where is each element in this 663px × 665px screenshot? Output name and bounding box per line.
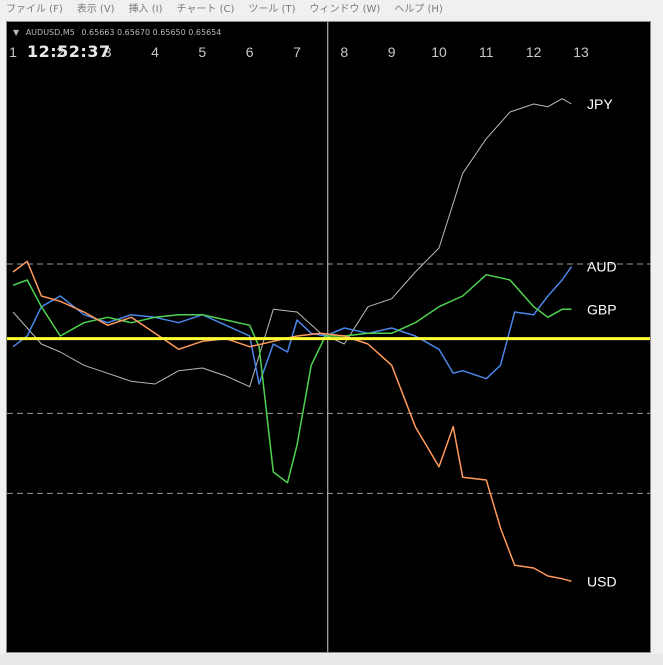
x-tick-label: 4: [151, 44, 159, 60]
x-tick-label: 5: [198, 44, 206, 60]
symbol-info: ▼ AUDUSD,M5 0.65663 0.65670 0.65650 0.65…: [13, 28, 221, 37]
x-tick-label: 12: [526, 44, 542, 60]
symbol-prices: 0.65663 0.65670 0.65650 0.65654: [81, 28, 222, 37]
x-tick-label: 8: [340, 44, 348, 60]
symbol-name: AUDUSD,M5: [25, 28, 75, 37]
x-tick-label: 1: [9, 44, 17, 60]
menu-tools[interactable]: ツール (T): [248, 3, 296, 15]
series-line-aud: [12, 266, 573, 385]
series-label-gbp: GBP: [587, 301, 617, 317]
x-tick-label: 10: [431, 44, 447, 60]
series-label-usd: USD: [587, 573, 617, 589]
series-label-jpy: JPY: [587, 96, 613, 112]
menu-bar: ファイル (F) 表示 (V) 挿入 (I) チャート (C) ツール (T) …: [0, 0, 663, 14]
x-tick-label: 3: [104, 44, 112, 60]
series-line-jpy: [12, 98, 572, 388]
x-tick-label: 7: [293, 44, 301, 60]
status-strip: [0, 654, 663, 665]
dropdown-triangle-icon[interactable]: ▼: [13, 28, 20, 37]
x-tick-label: 6: [246, 44, 254, 60]
chart-window[interactable]: 1 2 3 4 5 6 7 8 9 10 11 12 13 JPY AUD GBP USD ▼ AUDUSD,M…: [6, 21, 651, 653]
menu-insert[interactable]: 挿入 (I): [128, 3, 163, 15]
series-line-usd: [12, 260, 572, 583]
series-label-aud: AUD: [587, 259, 617, 275]
series-line-gbp: [12, 273, 572, 484]
clock-display: 12:52:37: [27, 42, 111, 61]
x-tick-label: 13: [573, 44, 589, 60]
x-tick-label: 2: [56, 44, 64, 60]
menu-chart[interactable]: チャート (C): [176, 3, 235, 15]
menu-help[interactable]: ヘルプ (H): [394, 3, 443, 15]
menu-file[interactable]: ファイル (F): [6, 3, 63, 15]
menu-window[interactable]: ウィンドウ (W): [309, 3, 381, 15]
x-tick-label: 11: [479, 44, 494, 60]
menu-view[interactable]: 表示 (V): [76, 3, 115, 15]
x-tick-label: 9: [388, 44, 396, 60]
